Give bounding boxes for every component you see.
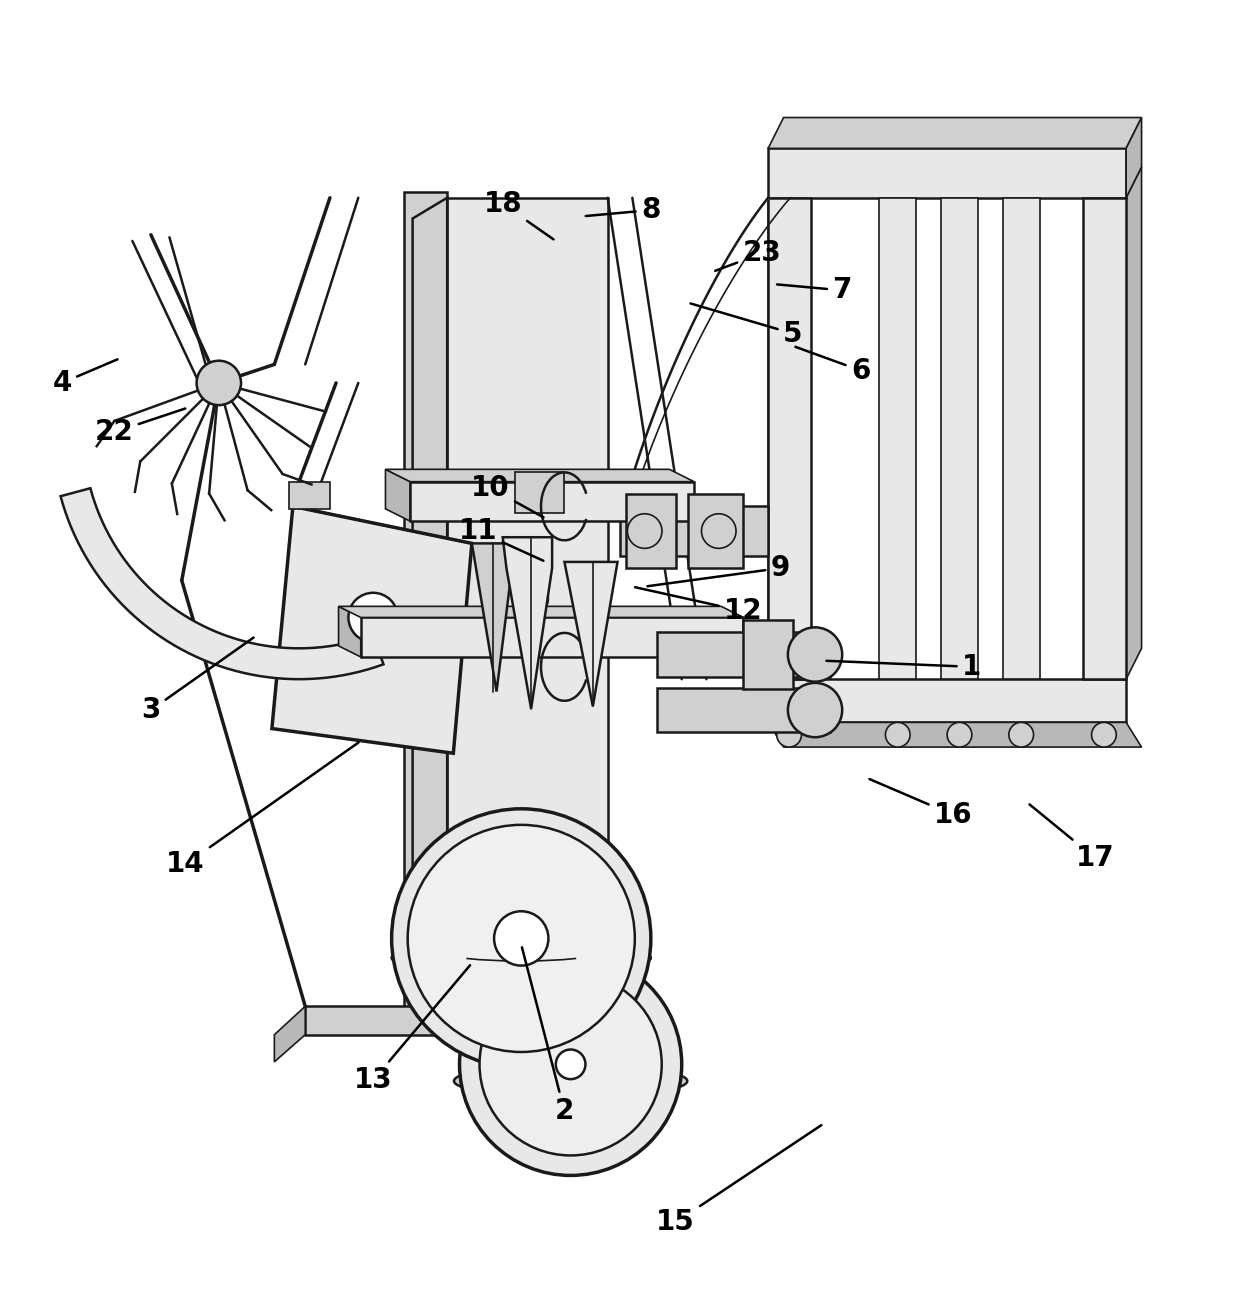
Text: 3: 3 [141, 637, 253, 724]
Text: 23: 23 [715, 240, 781, 271]
Polygon shape [657, 632, 830, 677]
Circle shape [627, 513, 662, 548]
Text: 6: 6 [795, 347, 870, 385]
Polygon shape [626, 493, 676, 568]
Polygon shape [289, 482, 330, 509]
Text: 22: 22 [94, 408, 185, 446]
Circle shape [480, 973, 662, 1156]
Circle shape [494, 911, 548, 966]
Circle shape [885, 723, 910, 747]
Polygon shape [339, 606, 361, 657]
Polygon shape [744, 620, 792, 689]
Polygon shape [620, 507, 768, 556]
Circle shape [460, 953, 682, 1175]
Polygon shape [564, 562, 618, 707]
Circle shape [787, 683, 842, 737]
Polygon shape [768, 118, 1142, 148]
Circle shape [776, 723, 801, 747]
Text: 1: 1 [827, 653, 981, 681]
Circle shape [702, 513, 737, 548]
Polygon shape [274, 1007, 305, 1062]
Polygon shape [410, 482, 694, 521]
Polygon shape [339, 606, 744, 618]
Circle shape [408, 825, 635, 1052]
Ellipse shape [392, 941, 651, 974]
Polygon shape [386, 470, 694, 482]
Circle shape [392, 809, 651, 1068]
Circle shape [1009, 723, 1033, 747]
Polygon shape [768, 198, 811, 679]
Polygon shape [502, 537, 552, 708]
Circle shape [348, 593, 398, 643]
Polygon shape [1126, 118, 1142, 198]
Text: 11: 11 [459, 517, 543, 560]
Text: 4: 4 [52, 359, 118, 397]
Polygon shape [1083, 198, 1126, 679]
Text: 18: 18 [484, 190, 553, 240]
Polygon shape [941, 198, 978, 679]
Text: 10: 10 [471, 474, 543, 517]
Ellipse shape [454, 1064, 687, 1098]
Polygon shape [768, 166, 784, 679]
Text: 15: 15 [656, 1126, 821, 1236]
Polygon shape [657, 687, 830, 732]
Circle shape [787, 627, 842, 682]
Text: 8: 8 [585, 196, 661, 224]
Circle shape [556, 1050, 585, 1079]
Polygon shape [413, 198, 448, 1008]
Polygon shape [386, 470, 410, 521]
Text: 13: 13 [353, 965, 470, 1094]
Text: 16: 16 [869, 779, 972, 829]
Text: 17: 17 [1029, 805, 1115, 872]
Polygon shape [272, 507, 472, 753]
Polygon shape [768, 679, 1126, 723]
Circle shape [1091, 723, 1116, 747]
Polygon shape [879, 198, 916, 679]
Polygon shape [472, 543, 515, 691]
Polygon shape [413, 988, 608, 1008]
Polygon shape [768, 148, 1126, 198]
Text: 7: 7 [777, 276, 852, 304]
Polygon shape [361, 618, 744, 657]
Circle shape [947, 723, 972, 747]
Polygon shape [1126, 166, 1142, 679]
Polygon shape [61, 488, 383, 679]
Circle shape [197, 361, 241, 406]
Polygon shape [448, 198, 608, 988]
Polygon shape [515, 471, 564, 513]
Polygon shape [305, 1007, 657, 1034]
Text: 12: 12 [635, 588, 763, 626]
Polygon shape [768, 723, 1142, 747]
Text: 9: 9 [647, 554, 790, 586]
Polygon shape [1003, 198, 1039, 679]
Text: 2: 2 [522, 948, 574, 1126]
Text: 14: 14 [166, 742, 358, 878]
Text: 5: 5 [691, 304, 802, 348]
Polygon shape [688, 493, 744, 568]
Circle shape [518, 584, 548, 614]
Polygon shape [404, 191, 448, 1025]
